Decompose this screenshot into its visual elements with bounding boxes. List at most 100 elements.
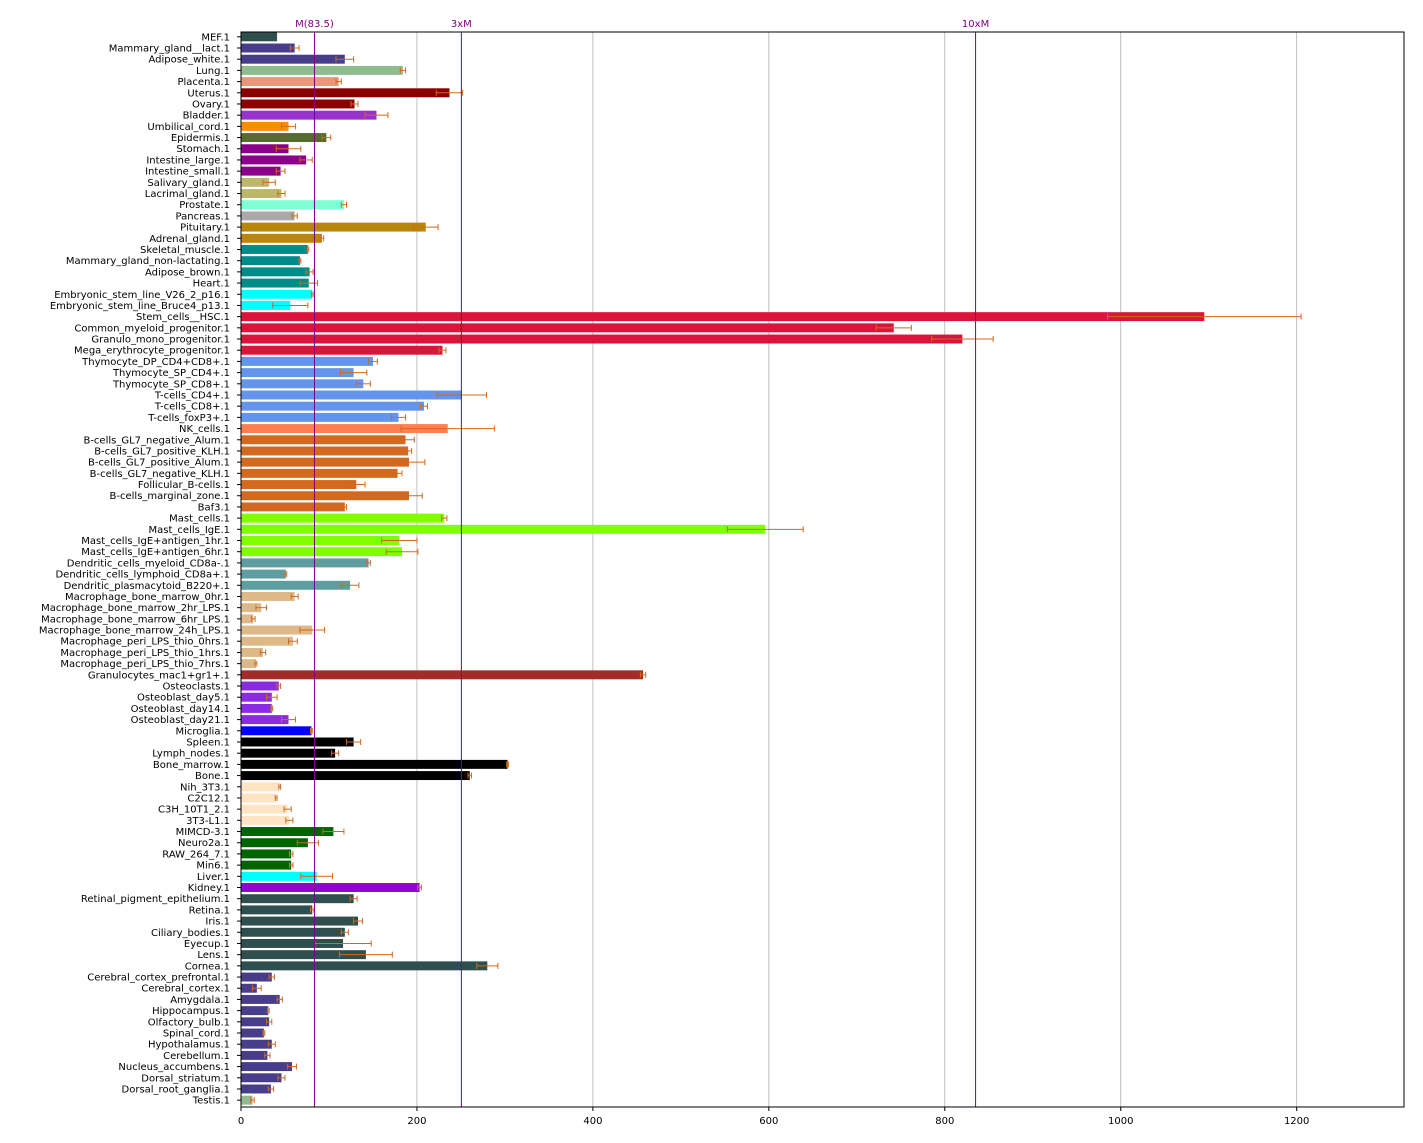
bar — [241, 222, 426, 232]
category-label: Bone.1 — [195, 771, 230, 782]
category-label: Macrophage_peri_LPS_thio_1hrs.1 — [60, 648, 230, 659]
category-label: Dorsal_striatum.1 — [141, 1073, 230, 1084]
category-label: Hippocampus.1 — [152, 1006, 230, 1017]
category-label: Embryonic_stem_line_V26_2_p16.1 — [54, 290, 230, 301]
bar — [241, 267, 310, 277]
bar — [241, 211, 295, 221]
category-label: Baf3.1 — [198, 502, 230, 513]
bar — [241, 983, 257, 993]
category-label: Mast_cells.1 — [169, 514, 230, 525]
reference-line-label: M(83.5) — [295, 19, 334, 30]
bar — [241, 278, 309, 288]
bar — [241, 1073, 282, 1083]
category-label: Mammary_gland__lact.1 — [109, 44, 230, 55]
bar — [241, 1062, 293, 1072]
bar — [241, 390, 462, 400]
category-label: Embryonic_stem_line_Bruce4_p13.1 — [50, 301, 230, 312]
category-label: Pancreas.1 — [176, 211, 230, 222]
bar — [241, 491, 410, 501]
category-label: Nih_3T3.1 — [180, 782, 230, 793]
plot-frame — [240, 31, 1405, 1108]
error-bars — [250, 45, 1302, 1104]
category-label: Macrophage_peri_LPS_thio_0hrs.1 — [60, 637, 230, 648]
bar — [241, 345, 443, 355]
x-tick-label: 0 — [238, 1116, 244, 1127]
category-label: C3H_10T1_2.1 — [158, 805, 230, 816]
bar — [241, 312, 1205, 322]
category-label: Eyecup.1 — [184, 939, 230, 950]
bar — [241, 401, 424, 411]
reference-lines: M(83.5) 3xM 10xM — [295, 19, 989, 1107]
bar — [241, 110, 377, 120]
bar — [241, 591, 295, 601]
category-label: Kidney.1 — [188, 883, 230, 894]
bar — [241, 726, 312, 736]
category-label: Olfactory_bulb.1 — [148, 1017, 230, 1028]
bar — [241, 927, 345, 937]
bar — [241, 1028, 264, 1038]
category-label: Granulocytes_mac1+gr1+.1 — [88, 670, 230, 681]
bar — [241, 1039, 272, 1049]
bar — [241, 670, 644, 680]
bar — [241, 961, 488, 971]
bar — [241, 636, 293, 646]
bar — [241, 703, 272, 713]
category-label: Lymph_nodes.1 — [152, 749, 230, 760]
bar — [241, 804, 288, 814]
category-label: Thymocyte_DP_CD4+CD8+.1 — [81, 357, 230, 368]
bar — [241, 547, 402, 557]
bar — [241, 446, 409, 456]
bar — [241, 54, 345, 64]
bar — [241, 379, 364, 389]
bar — [241, 88, 450, 98]
bar — [241, 737, 354, 747]
category-label: Macrophage_bone_marrow_6hr_LPS.1 — [41, 614, 230, 625]
bar — [241, 950, 366, 960]
category-label: Salivary_gland.1 — [147, 178, 230, 189]
category-label: Mast_cells_IgE+antigen_6hr.1 — [81, 547, 230, 558]
bar — [241, 300, 291, 310]
x-tick-label: 1000 — [1108, 1116, 1133, 1127]
bar — [241, 121, 289, 131]
bar — [241, 1084, 271, 1094]
bar — [241, 133, 327, 143]
category-label: Testis.1 — [192, 1096, 230, 1107]
category-label: 3T3-L1.1 — [186, 816, 230, 827]
category-label: Follicular_B-cells.1 — [138, 480, 230, 491]
bar — [241, 32, 278, 42]
category-label: Lacrimal_gland.1 — [145, 189, 230, 200]
bars — [241, 32, 1205, 1105]
category-label: B-cells_GL7_positive_KLH.1 — [94, 446, 230, 457]
category-label: B-cells_GL7_negative_KLH.1 — [90, 469, 230, 480]
bar — [241, 827, 334, 837]
bar — [241, 368, 354, 378]
bar — [241, 938, 344, 948]
x-tick-label: 1200 — [1284, 1116, 1309, 1127]
category-label: MEF.1 — [201, 32, 230, 43]
grid-lines — [240, 32, 1298, 1107]
bar — [241, 513, 445, 523]
bar — [241, 849, 292, 859]
bar — [241, 681, 279, 691]
category-label: Pituitary.1 — [180, 223, 230, 234]
category-label: Cornea.1 — [185, 961, 230, 972]
bar — [241, 480, 357, 490]
bar — [241, 603, 262, 613]
category-label: T-cells_foxP3+.1 — [147, 413, 230, 424]
category-label: Cerebellum.1 — [163, 1051, 230, 1062]
category-label: C2C12.1 — [187, 793, 230, 804]
bar — [241, 782, 280, 792]
category-label: Dendritic_cells_lymphoid_CD8a+.1 — [55, 570, 230, 581]
category-label: RAW_264_7.1 — [162, 849, 230, 860]
category-label: Ovary.1 — [192, 99, 230, 110]
category-label: NK_cells.1 — [179, 424, 230, 435]
category-label: Liver.1 — [197, 872, 230, 883]
bar — [241, 883, 420, 892]
category-label: Prostate.1 — [179, 200, 230, 211]
category-label: Microglia.1 — [176, 726, 231, 737]
bar — [241, 289, 313, 299]
x-axis-ticks: 0 200 400 600 800 1000 1200 — [238, 1107, 1309, 1127]
bar — [241, 558, 369, 568]
bar — [241, 155, 307, 165]
category-label: Epidermis.1 — [171, 133, 230, 144]
